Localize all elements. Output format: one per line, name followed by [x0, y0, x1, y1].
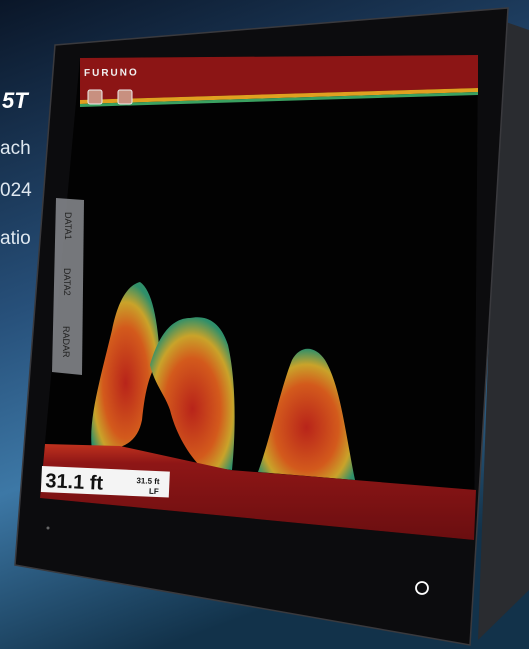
menu-button[interactable]	[117, 89, 133, 105]
echo-school	[91, 282, 160, 451]
top-band	[80, 55, 478, 100]
depth-box-bg	[40, 466, 170, 498]
frequency: LF	[149, 487, 159, 496]
echoes	[91, 282, 355, 480]
brand-logo: FURUNO	[84, 67, 139, 79]
side-tabs: DATA1 DATA2 RADAR	[52, 198, 84, 375]
copy-line: 024	[0, 180, 32, 201]
depth-secondary: 31.5 ft	[136, 476, 160, 486]
tab-strip	[52, 198, 84, 375]
depth-main: 31.1 ft	[45, 470, 104, 495]
tab-label[interactable]: DATA2	[62, 268, 72, 296]
copy-line: atio	[0, 228, 31, 249]
depth-box: 31.1 ft 31.5 ft LF	[40, 466, 170, 498]
model-text: 5T	[2, 88, 29, 113]
copy-line: ach	[0, 138, 31, 159]
zoom-button[interactable]	[87, 89, 103, 105]
tab-label[interactable]: DATA1	[63, 212, 73, 240]
power-button[interactable]	[415, 581, 429, 595]
sensor	[46, 526, 50, 530]
screen	[40, 55, 478, 540]
surface-line	[80, 88, 478, 104]
tab-label[interactable]: RADAR	[61, 326, 71, 358]
seabed	[40, 444, 476, 540]
background-copy: 5T ach 024 atio	[0, 88, 32, 249]
side-housing	[478, 20, 529, 640]
surface-line	[80, 92, 478, 107]
echo-school	[258, 348, 355, 480]
echo-school	[150, 317, 235, 470]
